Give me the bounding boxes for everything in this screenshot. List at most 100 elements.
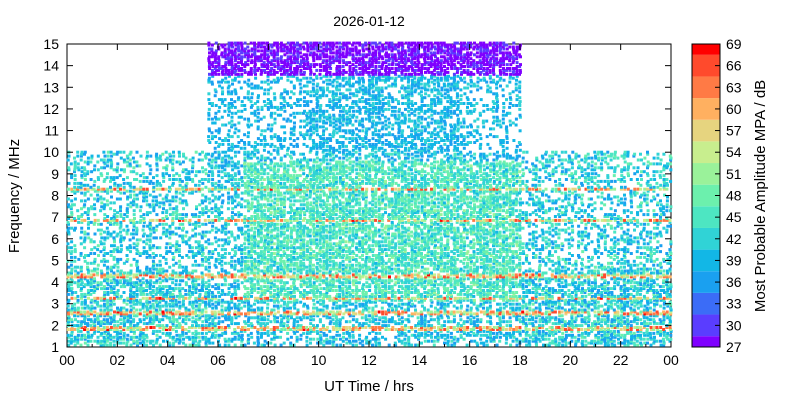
heatmap-cell	[142, 176, 146, 180]
heatmap-cell	[223, 261, 227, 265]
heatmap-cell	[70, 287, 74, 291]
heatmap-cell	[263, 300, 267, 304]
heatmap-cell	[240, 109, 244, 113]
heatmap-cell	[184, 218, 188, 222]
heatmap-cell	[142, 341, 146, 345]
heatmap-cell	[103, 217, 107, 220]
heatmap-cell	[145, 335, 149, 339]
heatmap-cell	[116, 273, 120, 277]
heatmap-cell	[76, 314, 80, 318]
heatmap-cell	[119, 271, 123, 275]
heatmap-cell	[119, 244, 123, 248]
heatmap-cell	[262, 203, 266, 207]
heatmap-cell	[226, 300, 230, 304]
heatmap-cell	[135, 335, 139, 339]
heatmap-cell	[168, 302, 172, 306]
heatmap-cell	[141, 172, 145, 176]
heatmap-cell	[201, 320, 205, 324]
heatmap-cell	[155, 203, 158, 207]
heatmap-cell	[128, 189, 132, 193]
heatmap-cell	[283, 265, 287, 269]
heatmap-cell	[76, 337, 80, 341]
heatmap-cell	[309, 94, 313, 98]
heatmap-cell	[112, 265, 116, 269]
heatmap-cell	[263, 137, 267, 141]
heatmap-cell	[283, 222, 286, 226]
heatmap-cell	[276, 47, 280, 51]
heatmap-cell	[103, 314, 107, 318]
heatmap-cell	[83, 300, 87, 304]
heatmap-cell	[289, 335, 293, 339]
heatmap-cell	[142, 189, 146, 193]
heatmap-cell	[250, 164, 254, 168]
heatmap-cell	[217, 154, 221, 158]
heatmap-cell	[178, 191, 182, 195]
heatmap-cell	[184, 176, 188, 180]
heatmap-cell	[90, 156, 94, 160]
heatmap-cell	[286, 291, 290, 294]
heatmap-cell	[217, 257, 221, 261]
heatmap-cell	[175, 310, 179, 314]
heatmap-cell	[129, 314, 132, 318]
heatmap-cell	[299, 275, 303, 279]
heatmap-cell	[296, 320, 300, 324]
heatmap-cell	[286, 226, 289, 230]
heatmap-cell	[128, 300, 132, 304]
heatmap-cell	[194, 310, 198, 314]
heatmap-cell	[89, 283, 93, 287]
heatmap-cell	[224, 316, 227, 320]
heatmap-cell	[263, 222, 267, 226]
heatmap-cell	[151, 289, 155, 292]
heatmap-cell	[100, 328, 103, 331]
heatmap-cell	[273, 193, 277, 197]
heatmap-cell	[188, 302, 192, 306]
heatmap-cell	[280, 185, 283, 189]
heatmap-cell	[204, 314, 208, 318]
heatmap-cell	[102, 318, 106, 322]
heatmap-cell	[174, 187, 178, 191]
heatmap-cell	[148, 226, 152, 230]
heatmap-cell	[93, 267, 96, 271]
heatmap-cell	[113, 328, 117, 331]
heatmap-cell	[174, 283, 178, 287]
heatmap-cell	[82, 320, 86, 324]
heatmap-cell	[181, 265, 185, 269]
heatmap-cell	[135, 248, 139, 252]
heatmap-cell	[273, 320, 277, 324]
heatmap-cell	[99, 209, 103, 213]
heatmap-cell	[105, 333, 109, 337]
heatmap-cell	[234, 63, 238, 67]
heatmap-cell	[266, 246, 270, 250]
heatmap-cell	[256, 162, 260, 166]
heatmap-cell	[149, 218, 152, 222]
heatmap-cell	[266, 287, 270, 291]
heatmap-cell	[253, 164, 257, 168]
heatmap-cell	[67, 168, 71, 172]
heatmap-cell	[227, 179, 230, 183]
heatmap-cell	[257, 43, 261, 47]
heatmap-cell	[171, 273, 175, 277]
heatmap-cell	[302, 84, 306, 88]
heatmap-cell	[267, 123, 271, 127]
heatmap-cell	[194, 333, 198, 337]
heatmap-cell	[132, 326, 136, 329]
heatmap-cell	[290, 314, 293, 318]
heatmap-cell	[197, 326, 201, 329]
heatmap-cell	[73, 160, 77, 164]
heatmap-cell	[236, 193, 240, 197]
heatmap-cell	[221, 100, 225, 104]
heatmap-cell	[103, 162, 107, 166]
heatmap-cell	[276, 187, 280, 191]
heatmap-cell	[234, 273, 237, 277]
heatmap-cell	[279, 59, 283, 63]
heatmap-cell	[220, 308, 224, 312]
heatmap-cell	[285, 265, 289, 269]
heatmap-cell	[164, 285, 168, 289]
heatmap-cell	[250, 144, 254, 148]
heatmap-cell	[253, 211, 257, 215]
heatmap-cell	[289, 207, 293, 211]
heatmap-cell	[250, 189, 254, 193]
heatmap-cell	[236, 43, 240, 47]
heatmap-cell	[197, 318, 201, 322]
heatmap-cell	[236, 109, 240, 113]
